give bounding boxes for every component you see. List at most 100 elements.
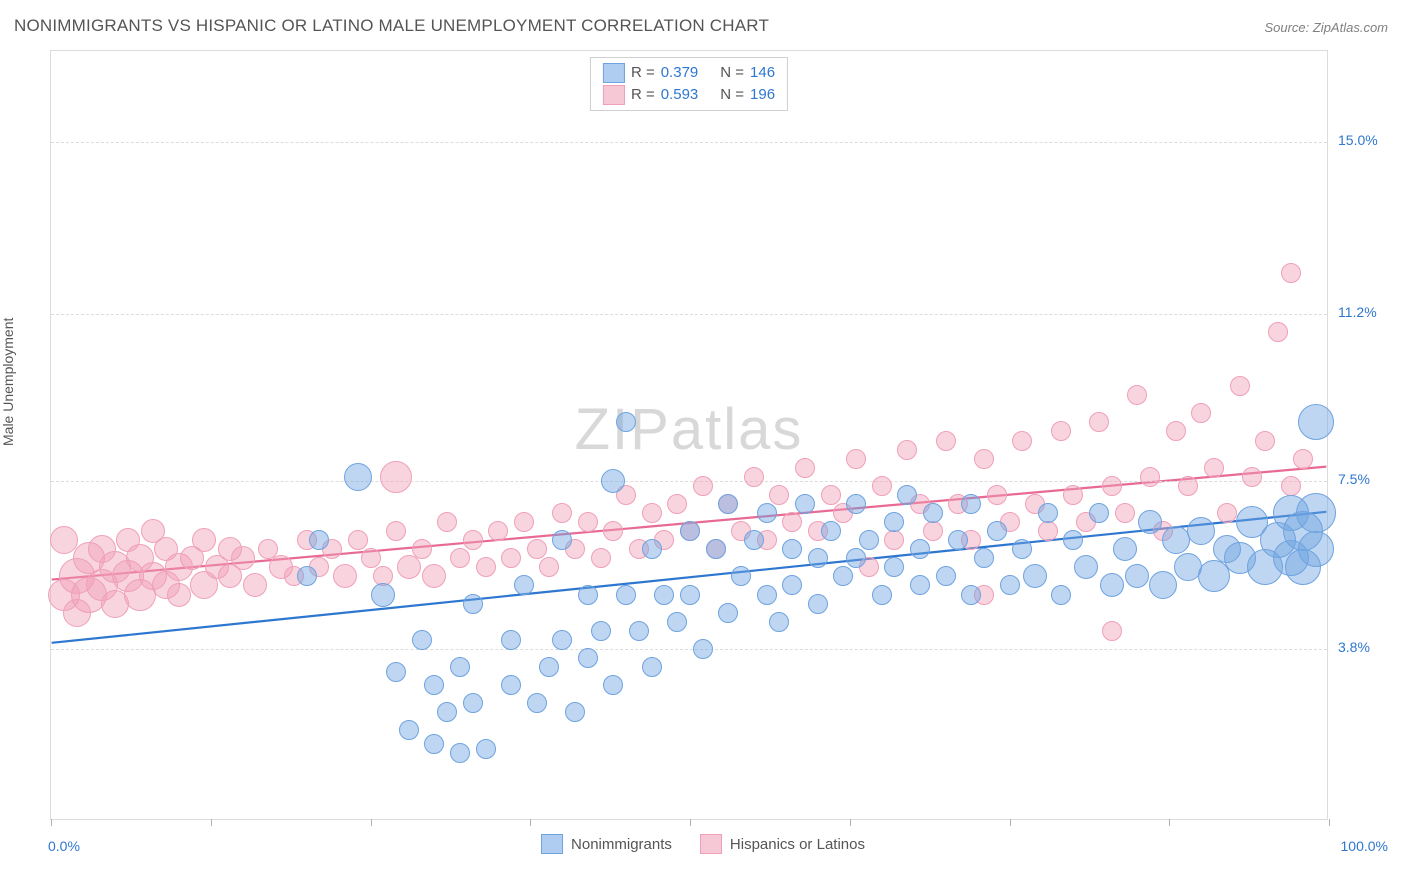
bubble-pink xyxy=(1191,403,1211,423)
bubble-pink xyxy=(1217,503,1237,523)
bubble-pink xyxy=(243,573,267,597)
bubble-pink xyxy=(450,548,470,568)
bubble-pink xyxy=(488,521,508,541)
bubble-pink xyxy=(961,530,981,550)
bubble-pink xyxy=(165,553,193,581)
bubble-pink xyxy=(897,440,917,460)
bubble-blue xyxy=(476,739,496,759)
bubble-blue xyxy=(1023,564,1047,588)
x-tick xyxy=(371,819,372,826)
bubble-pink xyxy=(552,503,572,523)
bubble-pink xyxy=(422,564,446,588)
bubble-pink xyxy=(1242,467,1262,487)
bubble-blue xyxy=(757,503,777,523)
chart-title: NONIMMIGRANTS VS HISPANIC OR LATINO MALE… xyxy=(14,16,769,36)
bubble-blue xyxy=(1051,585,1071,605)
bubble-pink xyxy=(1127,385,1147,405)
bubble-pink xyxy=(591,548,611,568)
bubble-pink xyxy=(501,548,521,568)
bubble-blue xyxy=(910,539,930,559)
bubble-blue xyxy=(718,494,738,514)
x-axis-max-label: 100.0% xyxy=(1341,838,1388,854)
legend-item-label: Hispanics or Latinos xyxy=(730,836,865,853)
bubble-pink xyxy=(1000,512,1020,532)
bubble-pink xyxy=(1038,521,1058,541)
correlation-legend: R =0.379N =146R =0.593N =196 xyxy=(590,57,788,111)
bubble-blue xyxy=(961,494,981,514)
bubble-pink xyxy=(297,530,317,550)
y-tick-label: 3.8% xyxy=(1338,639,1370,655)
gridline xyxy=(51,314,1327,315)
bubble-pink xyxy=(269,555,293,579)
bubble-blue xyxy=(782,539,802,559)
bubble-pink xyxy=(846,449,866,469)
bubble-pink xyxy=(1076,512,1096,532)
bubble-blue xyxy=(1149,571,1177,599)
bubble-pink xyxy=(141,519,165,543)
bubble-pink xyxy=(757,530,777,550)
bubble-blue xyxy=(1285,549,1321,585)
bubble-blue xyxy=(1283,511,1323,551)
bubble-pink xyxy=(731,521,751,541)
bubble-pink xyxy=(884,530,904,550)
bubble-pink xyxy=(154,537,178,561)
bubble-blue xyxy=(795,494,815,514)
bubble-pink xyxy=(642,503,662,523)
bubble-pink xyxy=(654,530,674,550)
bubble-pink xyxy=(1051,421,1071,441)
bubble-blue xyxy=(744,530,764,550)
bubble-pink xyxy=(397,555,421,579)
bubble-blue xyxy=(463,594,483,614)
x-tick xyxy=(1329,819,1330,826)
swatch-pink xyxy=(603,85,625,105)
bubble-blue xyxy=(1038,503,1058,523)
x-tick xyxy=(1010,819,1011,826)
bubble-pink xyxy=(386,521,406,541)
bubble-pink xyxy=(218,537,242,561)
bubble-blue xyxy=(424,675,444,695)
bubble-blue xyxy=(987,521,1007,541)
bubble-blue xyxy=(578,648,598,668)
bubble-blue xyxy=(1273,495,1309,531)
swatch-blue xyxy=(541,834,563,854)
source-label: Source: ZipAtlas.com xyxy=(1264,20,1388,35)
bubble-pink xyxy=(116,528,140,552)
bubble-pink xyxy=(139,562,167,590)
bubble-pink xyxy=(948,494,968,514)
y-tick-label: 11.2% xyxy=(1338,304,1377,320)
legend-n-label: N = xyxy=(720,62,744,84)
bubble-pink xyxy=(578,512,598,532)
bubble-blue xyxy=(1063,530,1083,550)
bubble-blue xyxy=(1113,537,1137,561)
bubble-pink xyxy=(667,494,687,514)
bubble-blue xyxy=(386,662,406,682)
x-tick xyxy=(850,819,851,826)
x-tick xyxy=(1169,819,1170,826)
bubble-blue xyxy=(936,566,956,586)
bubble-blue xyxy=(552,530,572,550)
x-tick xyxy=(51,819,52,826)
bubble-blue xyxy=(642,539,662,559)
bubble-blue xyxy=(412,630,432,650)
legend-item: Hispanics or Latinos xyxy=(700,834,865,854)
legend-r-value: 0.593 xyxy=(661,84,699,106)
bubble-pink xyxy=(1204,458,1224,478)
bubble-pink xyxy=(603,521,623,541)
bubble-pink xyxy=(744,467,764,487)
bubble-blue xyxy=(1224,542,1256,574)
bubble-blue xyxy=(1247,549,1283,585)
trend-lines-layer xyxy=(51,51,1327,819)
bubble-blue xyxy=(1162,526,1190,554)
bubble-blue xyxy=(757,585,777,605)
bubble-pink xyxy=(348,530,368,550)
bubble-pink xyxy=(476,557,496,577)
bubble-pink xyxy=(124,579,156,611)
bubble-pink xyxy=(833,503,853,523)
bubble-pink xyxy=(987,485,1007,505)
bubble-blue xyxy=(782,575,802,595)
bubble-pink xyxy=(86,569,118,601)
bubble-blue xyxy=(399,720,419,740)
bubble-blue xyxy=(424,734,444,754)
bubble-pink xyxy=(190,571,218,599)
legend-n-value: 196 xyxy=(750,84,775,106)
